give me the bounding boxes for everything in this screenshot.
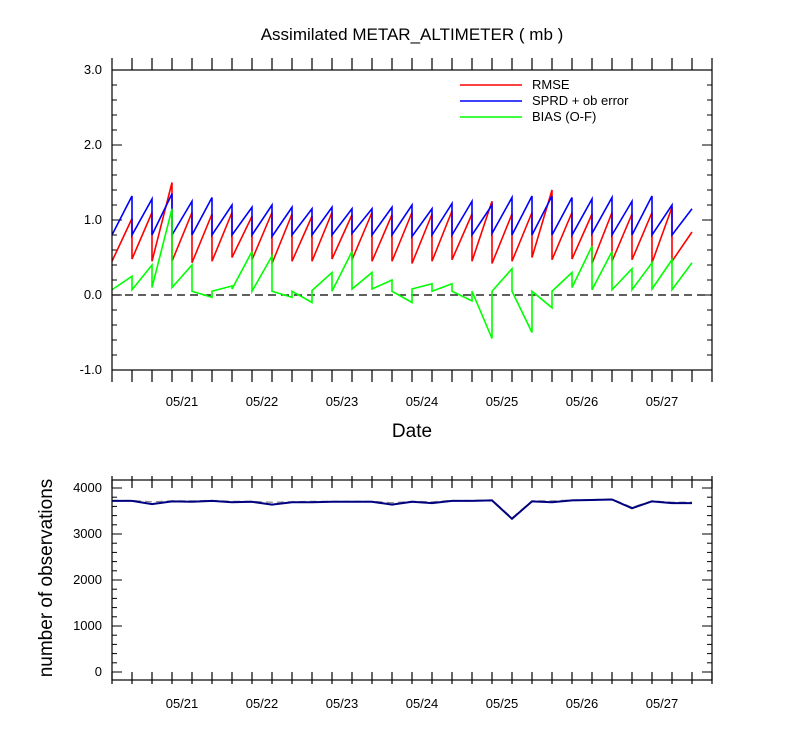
legend-entry: RMSE (532, 77, 570, 92)
y-axis-label-observations: number of observations (36, 479, 57, 678)
top-panel: -1.00.01.02.03.0 05/21 05/22 05/23 05/24 05/… (80, 58, 713, 409)
top-y-tick-labels: -1.0 0.0 1.0 2.0 3.0 (80, 62, 102, 377)
bottom-plot-frame (111, 479, 713, 681)
y-tick-label: -1.0 (80, 362, 102, 377)
x-tick-label: 05/26 (566, 696, 599, 711)
x-tick-label: 05/21 (166, 696, 199, 711)
y-tick-label: 4000 (73, 480, 102, 495)
x-tick-label: 05/22 (246, 394, 279, 409)
x-tick-label: 05/23 (326, 696, 359, 711)
x-tick-label: 05/21 (166, 394, 199, 409)
top-x-tick-labels: 05/21 05/22 05/23 05/24 05/25 05/26 05/27 (166, 394, 679, 409)
x-tick-label: 05/24 (406, 696, 439, 711)
series-line-rmse (111, 182, 693, 264)
bottom-series-lines (112, 498, 692, 521)
x-tick-label: 05/23 (326, 394, 359, 409)
chart-title: Assimilated METAR_ALTIMETER ( mb ) (261, 25, 564, 44)
x-tick-label: 05/25 (486, 696, 519, 711)
series-line-sprd-ob-error (111, 193, 693, 240)
bottom-ticks (111, 476, 713, 684)
x-axis-label: Date (392, 421, 432, 442)
y-tick-label: 2.0 (84, 137, 102, 152)
legend-entry: BIAS (O-F) (532, 109, 596, 124)
y-tick-label: 1000 (73, 618, 102, 633)
x-tick-label: 05/27 (646, 394, 679, 409)
y-tick-label: 1.0 (84, 212, 102, 227)
top-series-lines (111, 182, 712, 339)
y-tick-label: 2000 (73, 572, 102, 587)
top-plot-frame (111, 69, 713, 371)
x-tick-label: 05/26 (566, 394, 599, 409)
y-tick-label: 3.0 (84, 62, 102, 77)
top-ticks (111, 58, 713, 382)
y-tick-label: 0 (95, 664, 102, 679)
series-line-obs-1 (112, 498, 692, 521)
x-tick-label: 05/25 (486, 394, 519, 409)
y-tick-label: 0.0 (84, 287, 102, 302)
x-tick-label: 05/22 (246, 696, 279, 711)
legend-entry: SPRD + ob error (532, 93, 629, 108)
y-tick-label: 3000 (73, 526, 102, 541)
series-line-bias-o-f (111, 208, 693, 339)
bottom-x-tick-labels: 05/21 05/22 05/23 05/24 05/25 05/26 05/27 (166, 696, 679, 711)
bottom-y-tick-labels: 0 1000 2000 3000 4000 (73, 480, 102, 679)
x-tick-label: 05/24 (406, 394, 439, 409)
x-tick-label: 05/27 (646, 696, 679, 711)
